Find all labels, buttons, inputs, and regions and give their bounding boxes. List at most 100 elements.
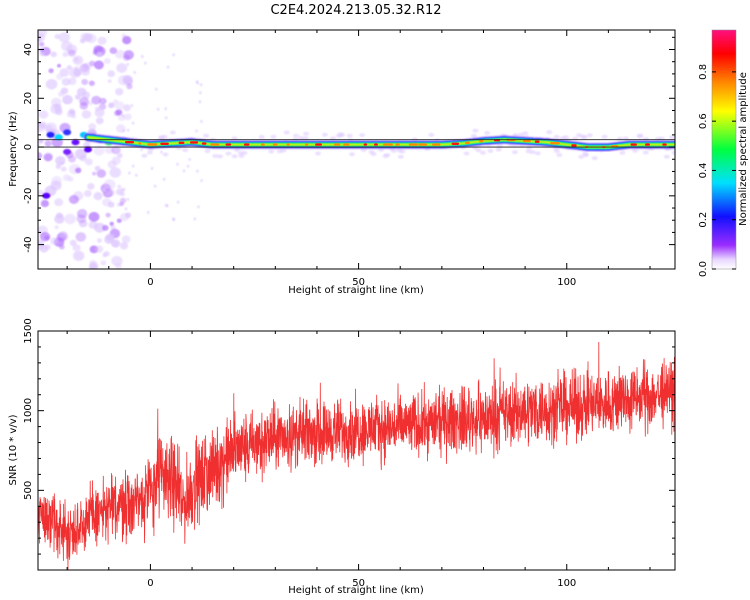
noise-blob — [71, 114, 77, 119]
noise-blob — [67, 155, 77, 163]
noise-blob — [87, 183, 95, 190]
spectrogram-x-axis-title: Height of straight line (km) — [288, 285, 424, 296]
spectrogram-image — [38, 30, 675, 269]
halo-blob — [293, 133, 299, 138]
halo-blob — [546, 130, 553, 135]
noise-blob — [89, 80, 96, 87]
noise-blob — [121, 114, 125, 118]
halo-blob — [231, 136, 238, 141]
snr-y-axis-title: SNR (10 * v/v) — [8, 414, 19, 485]
halo-blob — [321, 132, 328, 137]
noise-blob — [134, 173, 138, 177]
halo-blob — [529, 150, 536, 155]
ridge-hotspot — [210, 143, 220, 146]
noise-blob — [68, 77, 77, 86]
halo-blob — [346, 133, 353, 138]
colorbar-tick-label: 0.6 — [698, 113, 709, 129]
noise-blob — [111, 156, 121, 165]
halo-blob — [203, 133, 210, 138]
noise-blob — [88, 101, 93, 106]
noise-blob — [116, 218, 122, 223]
ridge-blob — [46, 131, 55, 138]
noise-blob — [74, 94, 82, 100]
reference-lines — [38, 139, 675, 148]
halo-blob — [671, 150, 675, 155]
halo-blob — [217, 154, 223, 159]
x-tick-label: 50 — [352, 277, 365, 288]
halo-blob — [359, 133, 366, 138]
noise-blob — [101, 188, 107, 193]
noise-blob — [176, 200, 180, 204]
noise-blob — [74, 65, 80, 71]
noise-blob — [119, 197, 127, 204]
noise-blob — [115, 87, 124, 96]
ridge-hotspot — [523, 139, 531, 143]
halo-blob — [511, 150, 518, 155]
ridge-hotspot — [125, 141, 135, 144]
ridge-blob — [54, 134, 63, 141]
halo-blob — [370, 152, 377, 157]
noise-blob — [117, 152, 123, 159]
ridge-blob — [71, 139, 80, 146]
noise-blob — [188, 158, 192, 161]
noise-blob — [119, 213, 130, 222]
ridge-hotspot — [201, 142, 207, 145]
ridge-hotspot — [662, 143, 667, 146]
ridge-hotspot — [418, 143, 428, 146]
noise-blob — [130, 104, 134, 108]
snr-y-ticks: 500 1000 1500 — [23, 318, 675, 555]
noise-blob — [56, 212, 63, 219]
noise-blob — [92, 171, 97, 176]
halo-blob — [276, 149, 283, 154]
noise-blob — [51, 176, 62, 186]
ridge-hotspot — [645, 143, 650, 146]
noise-blob — [164, 116, 168, 120]
spectrogram-frame — [37, 29, 676, 270]
noise-blob — [59, 68, 70, 77]
noise-blob — [122, 129, 126, 133]
noise-blob — [105, 212, 111, 218]
ridge-hotspot — [261, 143, 265, 146]
noise-blob — [123, 54, 130, 61]
halo-blob — [330, 136, 336, 141]
halo-blob — [616, 136, 623, 141]
noise-blob — [54, 225, 59, 230]
ridge-hotspot — [138, 142, 142, 145]
noise-blob — [164, 203, 168, 207]
noise-blob — [109, 47, 118, 54]
noise-blob — [39, 51, 45, 56]
noise-blob — [86, 33, 97, 44]
noise-blob — [109, 167, 122, 178]
halo-blob — [470, 133, 477, 138]
ridge-hotspot — [383, 143, 393, 146]
y-tick-label: -40 — [23, 236, 34, 252]
noise-blob — [75, 167, 82, 174]
x-tick-label: 100 — [557, 578, 576, 589]
halo-blob — [663, 154, 670, 159]
noise-blob — [96, 238, 103, 243]
x-tick-label: 50 — [352, 578, 365, 589]
noise-blob — [88, 60, 96, 67]
noise-blob — [38, 121, 47, 129]
halo-blob — [586, 133, 593, 138]
halo-blob — [556, 153, 563, 157]
noise-blob — [159, 150, 163, 154]
ridge-hotspot — [432, 143, 441, 146]
noise-blob — [76, 214, 87, 224]
ridge-hotspot — [243, 143, 250, 146]
noise-blob — [156, 107, 160, 111]
x-tick-label: 100 — [557, 277, 576, 288]
noise-blob — [121, 187, 126, 192]
halo-blob — [182, 148, 189, 153]
halo-blob — [601, 134, 608, 139]
noise-blob — [107, 104, 113, 109]
noise-blob — [38, 142, 41, 147]
noise-blob — [81, 110, 92, 119]
noise-blob — [50, 237, 59, 245]
ridge-hotspot — [343, 143, 350, 146]
snr-line — [38, 341, 675, 570]
halo-blob — [384, 153, 391, 158]
ridge-hotspot — [272, 143, 278, 146]
halo-blob — [487, 148, 494, 153]
noise-blob — [186, 164, 190, 168]
